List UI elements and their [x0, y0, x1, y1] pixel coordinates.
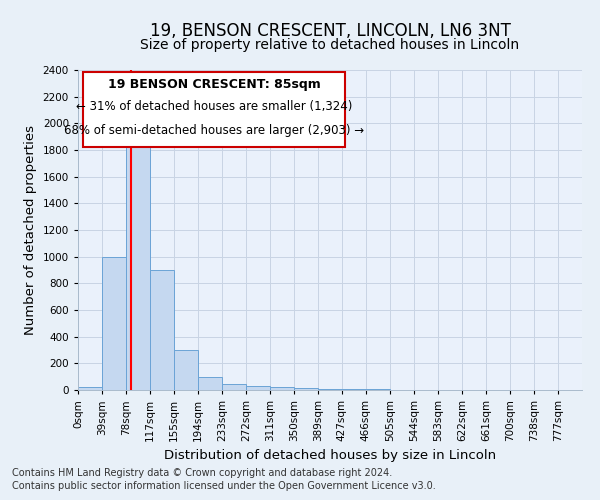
- Text: 19, BENSON CRESCENT, LINCOLN, LN6 3NT: 19, BENSON CRESCENT, LINCOLN, LN6 3NT: [149, 22, 511, 40]
- Bar: [198, 376, 222, 390]
- Text: ← 31% of detached houses are smaller (1,324): ← 31% of detached houses are smaller (1,…: [76, 100, 352, 114]
- Text: 19 BENSON CRESCENT: 85sqm: 19 BENSON CRESCENT: 85sqm: [108, 78, 320, 91]
- Bar: [246, 386, 270, 390]
- Text: 68% of semi-detached houses are larger (2,903) →: 68% of semi-detached houses are larger (…: [64, 124, 364, 138]
- Bar: [318, 388, 342, 390]
- Bar: [294, 388, 318, 390]
- FancyBboxPatch shape: [83, 72, 345, 147]
- Bar: [102, 256, 126, 390]
- Bar: [78, 388, 102, 390]
- Y-axis label: Number of detached properties: Number of detached properties: [24, 125, 37, 335]
- Bar: [222, 384, 246, 390]
- Bar: [126, 140, 150, 390]
- Text: Contains public sector information licensed under the Open Government Licence v3: Contains public sector information licen…: [12, 481, 436, 491]
- Bar: [150, 270, 174, 390]
- Bar: [270, 388, 294, 390]
- Bar: [174, 350, 198, 390]
- X-axis label: Distribution of detached houses by size in Lincoln: Distribution of detached houses by size …: [164, 450, 496, 462]
- Text: Size of property relative to detached houses in Lincoln: Size of property relative to detached ho…: [140, 38, 520, 52]
- Text: Contains HM Land Registry data © Crown copyright and database right 2024.: Contains HM Land Registry data © Crown c…: [12, 468, 392, 477]
